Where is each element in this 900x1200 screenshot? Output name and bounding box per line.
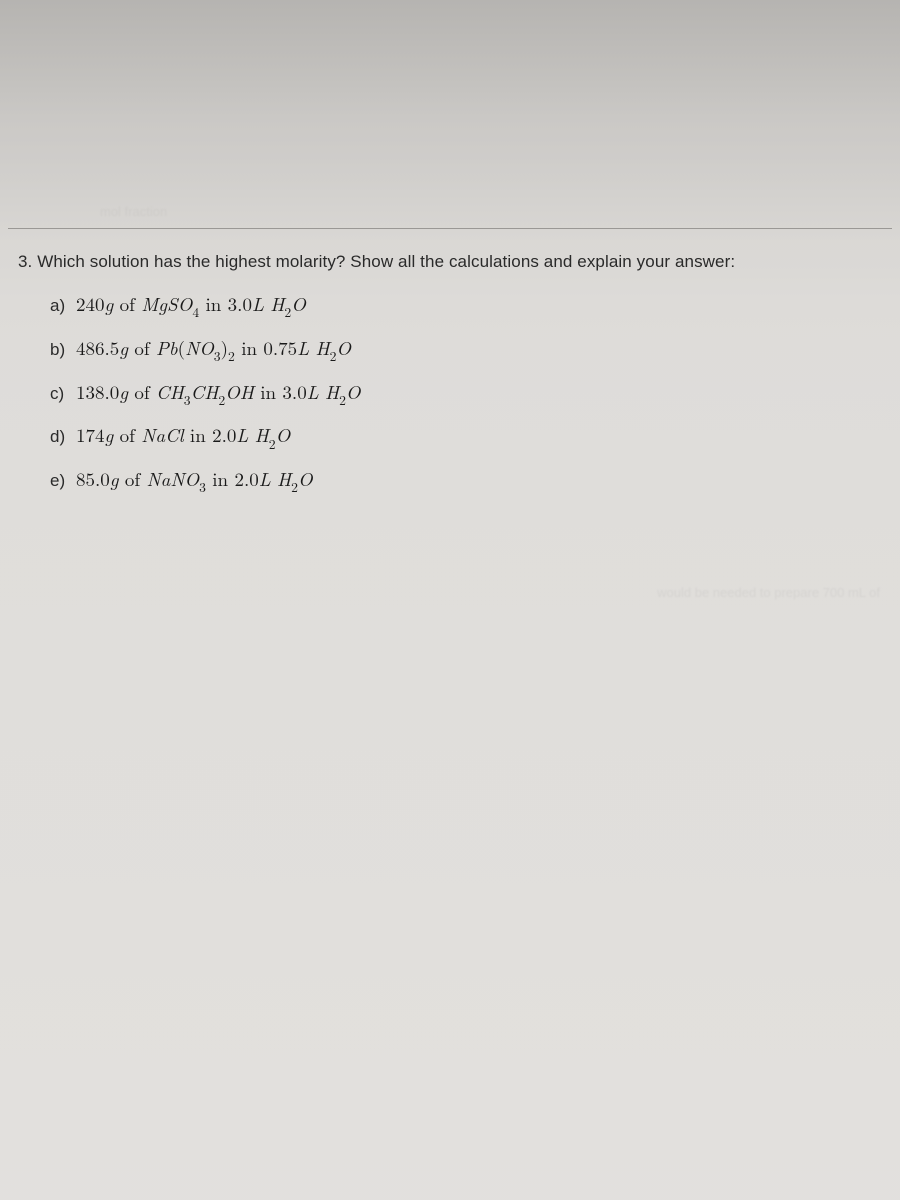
word-of: of [120, 421, 135, 448]
word-in: in [212, 465, 228, 492]
word-in: in [205, 290, 221, 317]
option-label-d: d) [50, 427, 76, 447]
mass-unit: g [105, 421, 114, 448]
compound: NaCl [141, 421, 183, 448]
solvent: H [315, 334, 329, 361]
solvent-suffix: O [276, 421, 291, 448]
compound: CH [156, 378, 184, 405]
question-number: 3. [18, 252, 32, 271]
faded-text: would be needed to prepare 700 mL of [310, 585, 880, 600]
mass-value: 138.0 [76, 378, 119, 405]
compound-mid: CH [191, 378, 219, 405]
mass-unit: g [105, 290, 114, 317]
volume-value: 3.0 [282, 378, 306, 405]
volume-unit: L [252, 290, 264, 317]
word-in: in [241, 334, 257, 361]
mass-value: 85.0 [76, 465, 110, 492]
option-b: b) 486.5g of Pb(NO3)2 in 0.75L H2O [18, 334, 882, 364]
volume-unit: L [307, 378, 319, 405]
subscript: 3 [199, 477, 206, 496]
solvent-suffix: O [346, 378, 361, 405]
volume-value: 3.0 [228, 290, 252, 317]
solvent: H [277, 465, 291, 492]
volume-value: 0.75 [263, 334, 297, 361]
option-label-b: b) [50, 340, 76, 360]
section-divider [8, 228, 892, 229]
solvent: H [255, 421, 269, 448]
question-body: Which solution has the highest molarity?… [37, 252, 735, 271]
solvent-suffix: O [291, 290, 306, 317]
option-label-e: e) [50, 471, 76, 491]
option-e: e) 85.0g of NaNO3 in 2.0L H2O [18, 465, 882, 495]
option-a: a) 240g of MgSO4 in 3.0L H2O [18, 290, 882, 320]
option-label-a: a) [50, 296, 76, 316]
faded-text: mol fraction [100, 204, 167, 219]
compound: NaNO [147, 465, 200, 492]
compound-inner: NO [185, 334, 214, 361]
subscript: 2 [218, 390, 225, 409]
subscript: 2 [339, 390, 346, 409]
subscript: 4 [192, 302, 199, 321]
volume-unit: L [236, 421, 248, 448]
compound: Pb [156, 334, 178, 361]
word-of: of [125, 465, 140, 492]
subscript: 2 [284, 302, 291, 321]
option-content-c: 138.0g of CH3CH2OH in 3.0L H2O [76, 378, 361, 408]
option-content-d: 174g of NaCl in 2.0L H2O [76, 421, 290, 451]
subscript: 2 [228, 346, 235, 365]
mass-value: 486.5 [76, 334, 119, 361]
word-in: in [260, 378, 276, 405]
option-label-c: c) [50, 384, 76, 404]
volume-unit: L [259, 465, 271, 492]
option-c: c) 138.0g of CH3CH2OH in 3.0L H2O [18, 378, 882, 408]
compound: MgSO [141, 290, 192, 317]
subscript: 3 [184, 390, 191, 409]
subscript: 2 [291, 477, 298, 496]
volume-value: 2.0 [234, 465, 258, 492]
subscript: 2 [269, 434, 276, 453]
question-prompt: 3. Which solution has the highest molari… [18, 252, 882, 272]
compound-suffix: OH [225, 378, 254, 405]
solvent: H [325, 378, 339, 405]
paren: ( [178, 334, 185, 361]
option-content-e: 85.0g of NaNO3 in 2.0L H2O [76, 465, 313, 495]
mass-unit: g [110, 465, 119, 492]
volume-unit: L [297, 334, 309, 361]
word-of: of [134, 378, 149, 405]
paper-background: mol fraction would be needed to prepare … [0, 0, 900, 1200]
solvent-suffix: O [298, 465, 313, 492]
mass-unit: g [119, 334, 128, 361]
word-of: of [120, 290, 135, 317]
subscript: 3 [214, 346, 221, 365]
subscript: 2 [330, 346, 337, 365]
option-content-b: 486.5g of Pb(NO3)2 in 0.75L H2O [76, 334, 351, 364]
option-content-a: 240g of MgSO4 in 3.0L H2O [76, 290, 306, 320]
solvent-suffix: O [336, 334, 351, 361]
mass-unit: g [119, 378, 128, 405]
mass-value: 240 [76, 290, 105, 317]
solvent: H [270, 290, 284, 317]
question-3: 3. Which solution has the highest molari… [18, 252, 882, 509]
word-in: in [190, 421, 206, 448]
paren-close: ) [221, 334, 228, 361]
option-d: d) 174g of NaCl in 2.0L H2O [18, 421, 882, 451]
word-of: of [134, 334, 149, 361]
volume-value: 2.0 [212, 421, 236, 448]
mass-value: 174 [76, 421, 105, 448]
